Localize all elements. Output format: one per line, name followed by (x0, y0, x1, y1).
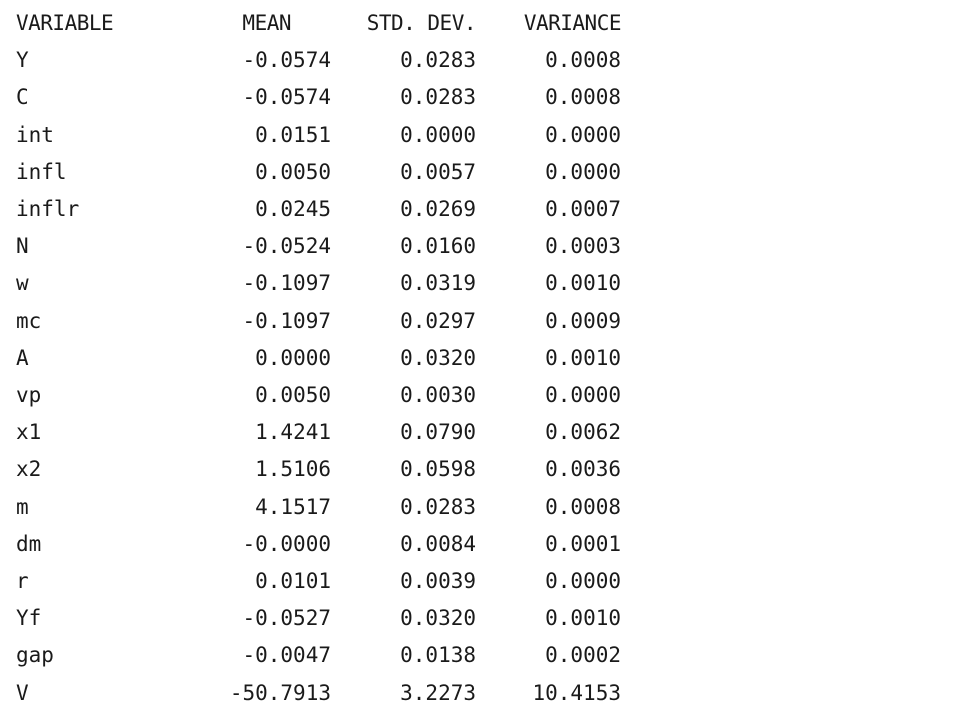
table-row: inflr 0.0245 0.0269 0.0007 (16, 191, 621, 228)
mean-cell: 0.0050 (255, 383, 331, 408)
header-row: VARIABLE MEAN STD. DEV. VARIANCE (16, 5, 622, 42)
variable-name-cell: inflr (16, 197, 80, 222)
mean-cell: 0.0151 (255, 122, 331, 147)
mean-cell: -0.0574 (242, 48, 331, 73)
variance-cell: 0.0010 (545, 345, 621, 370)
mean-cell: 1.4241 (255, 420, 331, 445)
mean-cell: 0.0101 (255, 569, 331, 594)
table-row: w -0.1097 0.0319 0.0010 (16, 265, 621, 302)
variance-cell: 10.4153 (532, 680, 621, 705)
mean-cell: 0.0245 (255, 197, 331, 222)
mean-cell: -0.1097 (242, 271, 331, 296)
table-row: N -0.0524 0.0160 0.0003 (16, 228, 621, 265)
table-row: Y -0.0574 0.0283 0.0008 (16, 42, 621, 79)
variance-cell: 0.0010 (545, 271, 621, 296)
table-row: r 0.0101 0.0039 0.0000 (16, 563, 621, 600)
std-dev-cell: 3.2273 (400, 680, 476, 705)
mean-cell: -0.0524 (242, 234, 331, 259)
mean-cell: 0.0050 (255, 159, 331, 184)
std-dev-cell: 0.0790 (400, 420, 476, 445)
std-dev-cell: 0.0269 (400, 197, 476, 222)
variable-name-cell: gap (16, 643, 54, 668)
variable-name-cell: r (16, 569, 29, 594)
std-dev-cell: 0.0319 (400, 271, 476, 296)
variance-cell: 0.0009 (545, 308, 621, 333)
mean-cell: -50.7913 (229, 680, 331, 705)
table-row: int 0.0151 0.0000 0.0000 (16, 117, 621, 154)
mean-cell: -0.0047 (242, 643, 331, 668)
variance-cell: 0.0002 (545, 643, 621, 668)
variable-name-cell: N (16, 234, 29, 259)
table-row: A 0.0000 0.0320 0.0010 (16, 340, 621, 377)
header-mean: MEAN (242, 11, 291, 35)
std-dev-cell: 0.0000 (400, 122, 476, 147)
std-dev-cell: 0.0057 (400, 159, 476, 184)
variance-cell: 0.0001 (545, 531, 621, 556)
mean-cell: -0.0574 (242, 85, 331, 110)
table-row: x2 1.5106 0.0598 0.0036 (16, 451, 621, 488)
variance-cell: 0.0000 (545, 569, 621, 594)
std-dev-cell: 0.0160 (400, 234, 476, 259)
variance-cell: 0.0000 (545, 383, 621, 408)
table-row: gap -0.0047 0.0138 0.0002 (16, 637, 621, 674)
std-dev-cell: 0.0138 (400, 643, 476, 668)
std-dev-cell: 0.0320 (400, 606, 476, 631)
variable-name-cell: vp (16, 383, 42, 408)
variable-name-cell: mc (16, 308, 42, 333)
table-row: x1 1.4241 0.0790 0.0062 (16, 414, 621, 451)
std-dev-cell: 0.0320 (400, 345, 476, 370)
mean-cell: 0.0000 (255, 345, 331, 370)
table-row: C -0.0574 0.0283 0.0008 (16, 79, 621, 116)
statistics-table: VARIABLE MEAN STD. DEV. VARIANCE Y -0.057… (16, 5, 622, 712)
variable-name-cell: w (16, 271, 29, 296)
variance-cell: 0.0036 (545, 457, 621, 482)
std-dev-cell: 0.0084 (400, 531, 476, 556)
variable-name-cell: Y (16, 48, 29, 73)
mean-cell: 1.5106 (255, 457, 331, 482)
variable-name-cell: C (16, 85, 29, 110)
std-dev-cell: 0.0283 (400, 85, 476, 110)
header-variance: VARIANCE (523, 11, 622, 35)
std-dev-cell: 0.0283 (400, 494, 476, 519)
table-header: VARIABLE MEAN STD. DEV. VARIANCE (16, 5, 622, 42)
variance-cell: 0.0000 (545, 159, 621, 184)
header-variable: VARIABLE (16, 11, 114, 35)
std-dev-cell: 0.0598 (400, 457, 476, 482)
table-row: vp 0.0050 0.0030 0.0000 (16, 377, 621, 414)
variance-cell: 0.0000 (545, 122, 621, 147)
header-std-dev: STD. DEV. (366, 11, 477, 35)
table-row: Yf -0.0527 0.0320 0.0010 (16, 600, 621, 637)
variance-cell: 0.0010 (545, 606, 621, 631)
variable-name-cell: int (16, 122, 54, 147)
variance-cell: 0.0003 (545, 234, 621, 259)
mean-cell: -0.0000 (242, 531, 331, 556)
table-row: infl 0.0050 0.0057 0.0000 (16, 154, 621, 191)
variable-name-cell: m (16, 494, 29, 519)
variable-name-cell: V (16, 680, 29, 705)
mean-cell: -0.1097 (242, 308, 331, 333)
variable-name-cell: Yf (16, 606, 42, 631)
std-dev-cell: 0.0283 (400, 48, 476, 73)
mean-cell: -0.0527 (242, 606, 331, 631)
table-body: Y -0.0574 0.0283 0.0008 C -0.0574 0.0283 0.0008… (16, 42, 621, 712)
variance-cell: 0.0007 (545, 197, 621, 222)
std-dev-cell: 0.0030 (400, 383, 476, 408)
table-row: dm -0.0000 0.0084 0.0001 (16, 526, 621, 563)
table-row: m 4.1517 0.0283 0.0008 (16, 489, 621, 526)
variance-cell: 0.0008 (545, 48, 621, 73)
variable-name-cell: dm (16, 531, 42, 556)
table-row: V -50.7913 3.2273 10.4153 (16, 675, 621, 712)
std-dev-cell: 0.0039 (400, 569, 476, 594)
mean-cell: 4.1517 (255, 494, 331, 519)
variable-name-cell: infl (16, 159, 67, 184)
variance-cell: 0.0008 (545, 494, 621, 519)
table-row: mc -0.1097 0.0297 0.0009 (16, 303, 621, 340)
variable-name-cell: A (16, 345, 29, 370)
std-dev-cell: 0.0297 (400, 308, 476, 333)
variable-name-cell: x1 (16, 420, 42, 445)
variance-cell: 0.0008 (545, 85, 621, 110)
variable-name-cell: x2 (16, 457, 42, 482)
variance-cell: 0.0062 (545, 420, 621, 445)
